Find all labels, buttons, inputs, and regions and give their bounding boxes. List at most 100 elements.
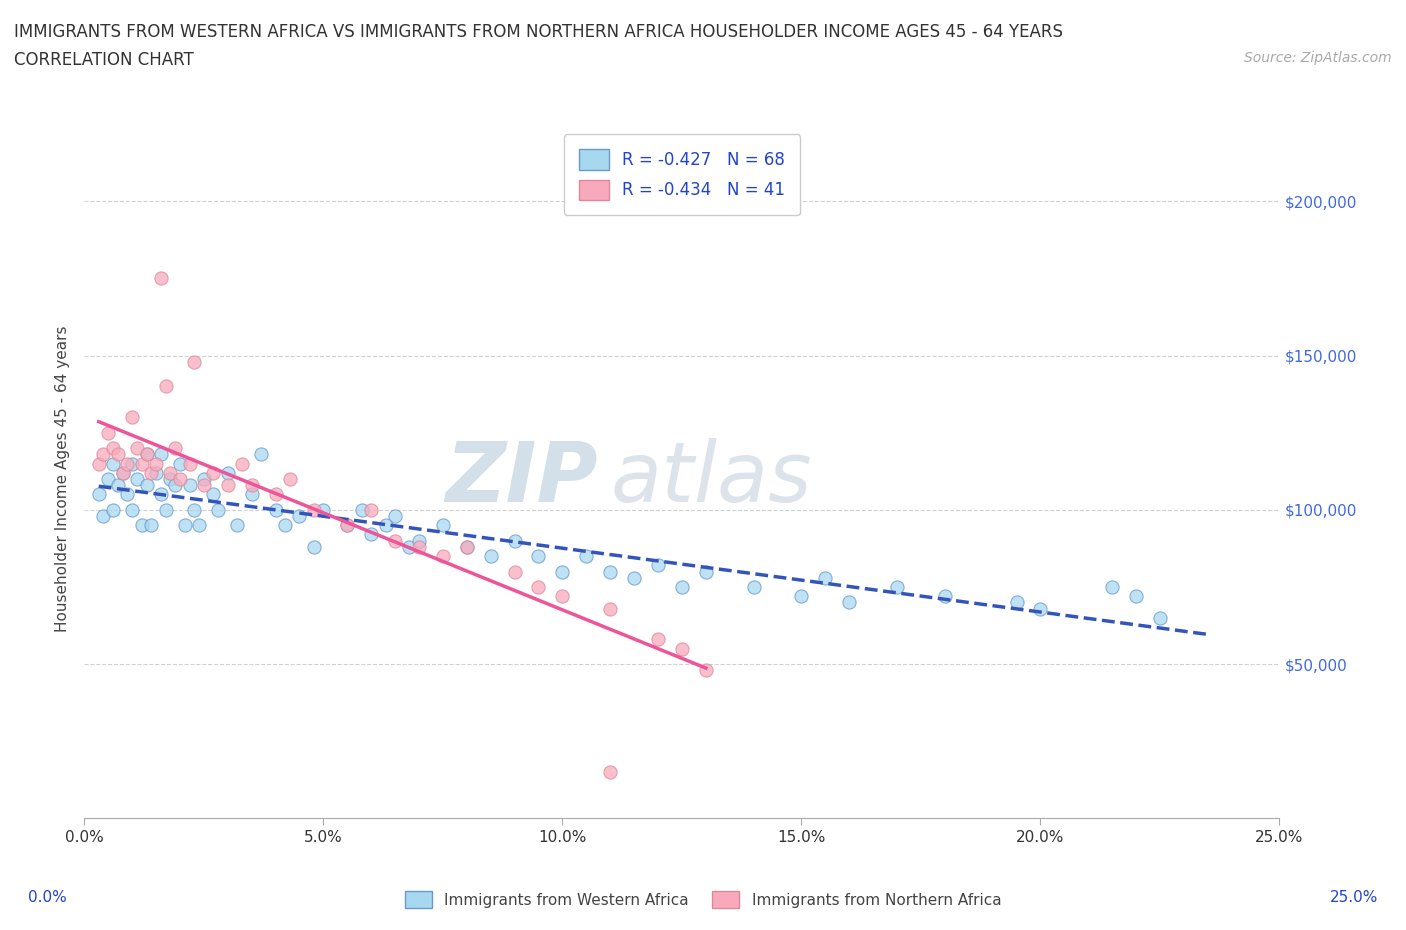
Text: 0.0%: 0.0% [28,890,67,905]
Point [456,539,478,554]
Point [231,456,253,471]
Point [202,487,225,502]
Point [647,558,669,573]
Point [886,579,908,594]
Point [671,579,693,594]
Point [302,502,325,517]
Point [125,441,148,456]
Point [183,502,205,517]
Point [527,579,550,594]
Legend: R = -0.427   N = 68, R = -0.434   N = 41: R = -0.427 N = 68, R = -0.434 N = 41 [564,134,800,215]
Point [149,271,172,286]
Point [432,518,454,533]
Point [188,518,211,533]
Point [217,465,239,480]
Point [374,518,396,533]
Point [360,502,382,517]
Point [193,472,215,486]
Point [101,502,124,517]
Point [398,539,420,554]
Point [274,518,297,533]
Point [217,478,239,493]
Point [226,518,249,533]
Point [695,565,717,579]
Point [350,502,373,517]
Point [599,565,621,579]
Point [183,354,205,369]
Point [121,410,143,425]
Point [384,533,406,548]
Point [117,456,139,471]
Point [1149,610,1171,625]
Point [179,456,201,471]
Point [93,509,115,524]
Point [288,509,311,524]
Point [408,533,430,548]
Point [159,465,181,480]
Point [111,465,134,480]
Text: CORRELATION CHART: CORRELATION CHART [14,51,194,69]
Point [814,570,837,585]
Point [838,595,860,610]
Point [503,565,526,579]
Point [1125,589,1147,604]
Point [87,487,110,502]
Point [193,478,215,493]
Point [141,518,163,533]
Point [240,478,263,493]
Point [117,487,139,502]
Point [145,456,167,471]
Point [107,478,129,493]
Point [169,472,191,486]
Point [551,589,574,604]
Point [149,487,172,502]
Point [302,539,325,554]
Point [97,472,120,486]
Point [312,502,335,517]
Point [278,472,301,486]
Point [131,456,153,471]
Point [141,465,163,480]
Point [111,465,134,480]
Point [240,487,263,502]
Point [599,764,621,779]
Point [360,527,382,542]
Point [131,518,153,533]
Point [599,601,621,616]
Point [159,472,181,486]
Y-axis label: Householder Income Ages 45 - 64 years: Householder Income Ages 45 - 64 years [55,326,70,632]
Point [503,533,526,548]
Point [934,589,956,604]
Point [179,478,201,493]
Point [1101,579,1123,594]
Text: ZIP: ZIP [446,438,599,520]
Point [101,441,124,456]
Point [145,465,167,480]
Point [169,456,191,471]
Point [173,518,195,533]
Text: atlas: atlas [610,438,811,520]
Point [336,518,359,533]
Point [121,502,143,517]
Point [107,446,129,461]
Legend: Immigrants from Western Africa, Immigrants from Northern Africa: Immigrants from Western Africa, Immigran… [398,885,1008,914]
Text: IMMIGRANTS FROM WESTERN AFRICA VS IMMIGRANTS FROM NORTHERN AFRICA HOUSEHOLDER IN: IMMIGRANTS FROM WESTERN AFRICA VS IMMIGR… [14,23,1063,41]
Point [165,478,187,493]
Point [551,565,574,579]
Point [527,549,550,564]
Point [93,446,115,461]
Text: Source: ZipAtlas.com: Source: ZipAtlas.com [1244,51,1392,65]
Point [695,663,717,678]
Point [97,425,120,440]
Point [408,539,430,554]
Point [336,518,359,533]
Point [165,441,187,456]
Point [432,549,454,564]
Point [87,456,110,471]
Point [135,446,157,461]
Point [149,446,172,461]
Point [479,549,502,564]
Point [623,570,645,585]
Point [121,456,143,471]
Point [1029,601,1052,616]
